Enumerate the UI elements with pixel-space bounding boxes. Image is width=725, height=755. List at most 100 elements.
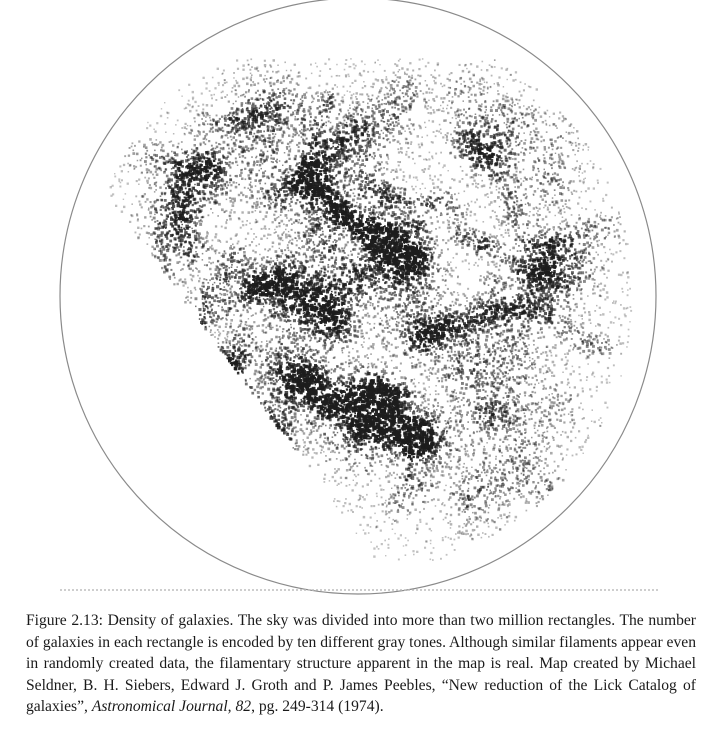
galaxy-density-cell	[582, 234, 586, 237]
galaxy-density-cell	[386, 110, 389, 114]
galaxy-density-cell	[560, 381, 564, 384]
galaxy-density-cell	[434, 316, 437, 320]
galaxy-density-cell	[278, 160, 281, 162]
galaxy-density-cell	[258, 179, 261, 183]
galaxy-density-cell	[427, 368, 430, 371]
galaxy-density-cell	[282, 232, 285, 234]
galaxy-density-cell	[159, 247, 162, 250]
galaxy-density-cell	[387, 480, 391, 483]
galaxy-density-cell	[457, 134, 460, 137]
galaxy-density-cell	[456, 282, 459, 285]
galaxy-density-cell	[226, 345, 230, 349]
galaxy-density-cell	[603, 246, 606, 249]
galaxy-density-cell	[426, 159, 428, 161]
galaxy-density-cell	[318, 84, 321, 87]
galaxy-density-cell	[280, 420, 284, 424]
galaxy-density-cell	[476, 293, 479, 297]
galaxy-density-cell	[593, 285, 596, 288]
galaxy-density-cell	[284, 174, 288, 178]
galaxy-density-cell	[439, 457, 442, 460]
galaxy-density-cell	[296, 421, 299, 424]
galaxy-density-cell	[518, 117, 520, 120]
galaxy-density-cell	[420, 202, 424, 207]
galaxy-density-cell	[259, 97, 262, 100]
galaxy-density-cell	[289, 218, 293, 221]
galaxy-density-cell	[251, 210, 254, 214]
galaxy-density-cell	[229, 292, 231, 294]
galaxy-density-cell	[441, 380, 444, 383]
galaxy-density-cell	[565, 367, 568, 370]
galaxy-density-cell	[211, 76, 214, 79]
galaxy-density-cell	[329, 68, 332, 70]
galaxy-density-cell	[523, 353, 525, 355]
galaxy-density-cell	[327, 447, 331, 451]
galaxy-density-cell	[390, 509, 393, 512]
galaxy-density-cell	[506, 449, 509, 452]
galaxy-density-cell	[344, 287, 347, 290]
galaxy-density-cell	[485, 318, 488, 320]
galaxy-density-cell	[259, 210, 262, 213]
galaxy-density-cell	[301, 269, 304, 272]
galaxy-density-cell	[445, 373, 448, 375]
galaxy-density-cell	[468, 334, 471, 337]
galaxy-density-cell	[288, 276, 292, 280]
galaxy-density-cell	[573, 324, 576, 327]
galaxy-density-cell	[281, 416, 284, 419]
galaxy-density-cell	[495, 299, 499, 303]
galaxy-density-cell	[135, 195, 138, 198]
galaxy-density-cell	[484, 312, 488, 315]
galaxy-density-cell	[546, 208, 550, 211]
galaxy-density-cell	[223, 211, 226, 214]
galaxy-density-cell	[581, 271, 585, 275]
galaxy-density-cell	[627, 243, 629, 245]
galaxy-density-cell	[571, 281, 574, 284]
galaxy-density-cell	[267, 400, 269, 403]
galaxy-density-cell	[276, 147, 279, 150]
galaxy-density-cell	[217, 215, 219, 217]
galaxy-density-cell	[415, 348, 417, 351]
galaxy-density-cell	[365, 146, 369, 149]
galaxy-density-cell	[449, 399, 453, 403]
galaxy-density-cell	[404, 554, 407, 556]
galaxy-density-cell	[292, 111, 294, 114]
galaxy-density-cell	[314, 438, 317, 441]
galaxy-density-cell	[224, 350, 229, 354]
galaxy-density-cell	[177, 210, 180, 214]
galaxy-density-cell	[481, 381, 485, 384]
galaxy-density-cell	[586, 220, 590, 224]
galaxy-density-cell	[557, 179, 560, 182]
galaxy-density-cell	[496, 235, 498, 237]
galaxy-density-cell	[201, 111, 205, 115]
galaxy-density-cell	[506, 330, 509, 333]
galaxy-density-cell	[275, 359, 278, 362]
galaxy-density-cell	[540, 417, 542, 419]
galaxy-density-cell	[256, 391, 260, 394]
galaxy-density-cell	[521, 147, 524, 149]
galaxy-density-cell	[454, 435, 457, 437]
galaxy-density-cell	[355, 366, 358, 369]
galaxy-density-cell	[605, 341, 608, 344]
galaxy-density-cell	[513, 299, 516, 302]
galaxy-density-cell	[181, 152, 184, 154]
galaxy-density-cell	[191, 96, 195, 99]
galaxy-density-cell	[277, 372, 280, 375]
galaxy-density-cell	[268, 137, 272, 140]
galaxy-density-cell	[346, 241, 349, 244]
galaxy-density-cell	[536, 429, 539, 432]
galaxy-density-cell	[350, 174, 353, 177]
galaxy-density-cell	[461, 69, 465, 73]
galaxy-density-cell	[425, 450, 428, 452]
galaxy-density-cell	[236, 130, 239, 133]
galaxy-density-cell	[528, 344, 530, 346]
galaxy-density-cell	[282, 75, 285, 77]
galaxy-density-cell	[499, 496, 502, 498]
galaxy-density-cell	[225, 276, 229, 280]
galaxy-density-cell	[206, 239, 209, 243]
galaxy-density-cell	[510, 73, 512, 76]
galaxy-density-cell	[478, 156, 481, 159]
galaxy-density-cell	[287, 406, 290, 410]
galaxy-density-cell	[279, 81, 283, 84]
galaxy-density-cell	[297, 213, 301, 217]
galaxy-density-cell	[381, 396, 384, 398]
galaxy-density-cell	[362, 267, 365, 270]
